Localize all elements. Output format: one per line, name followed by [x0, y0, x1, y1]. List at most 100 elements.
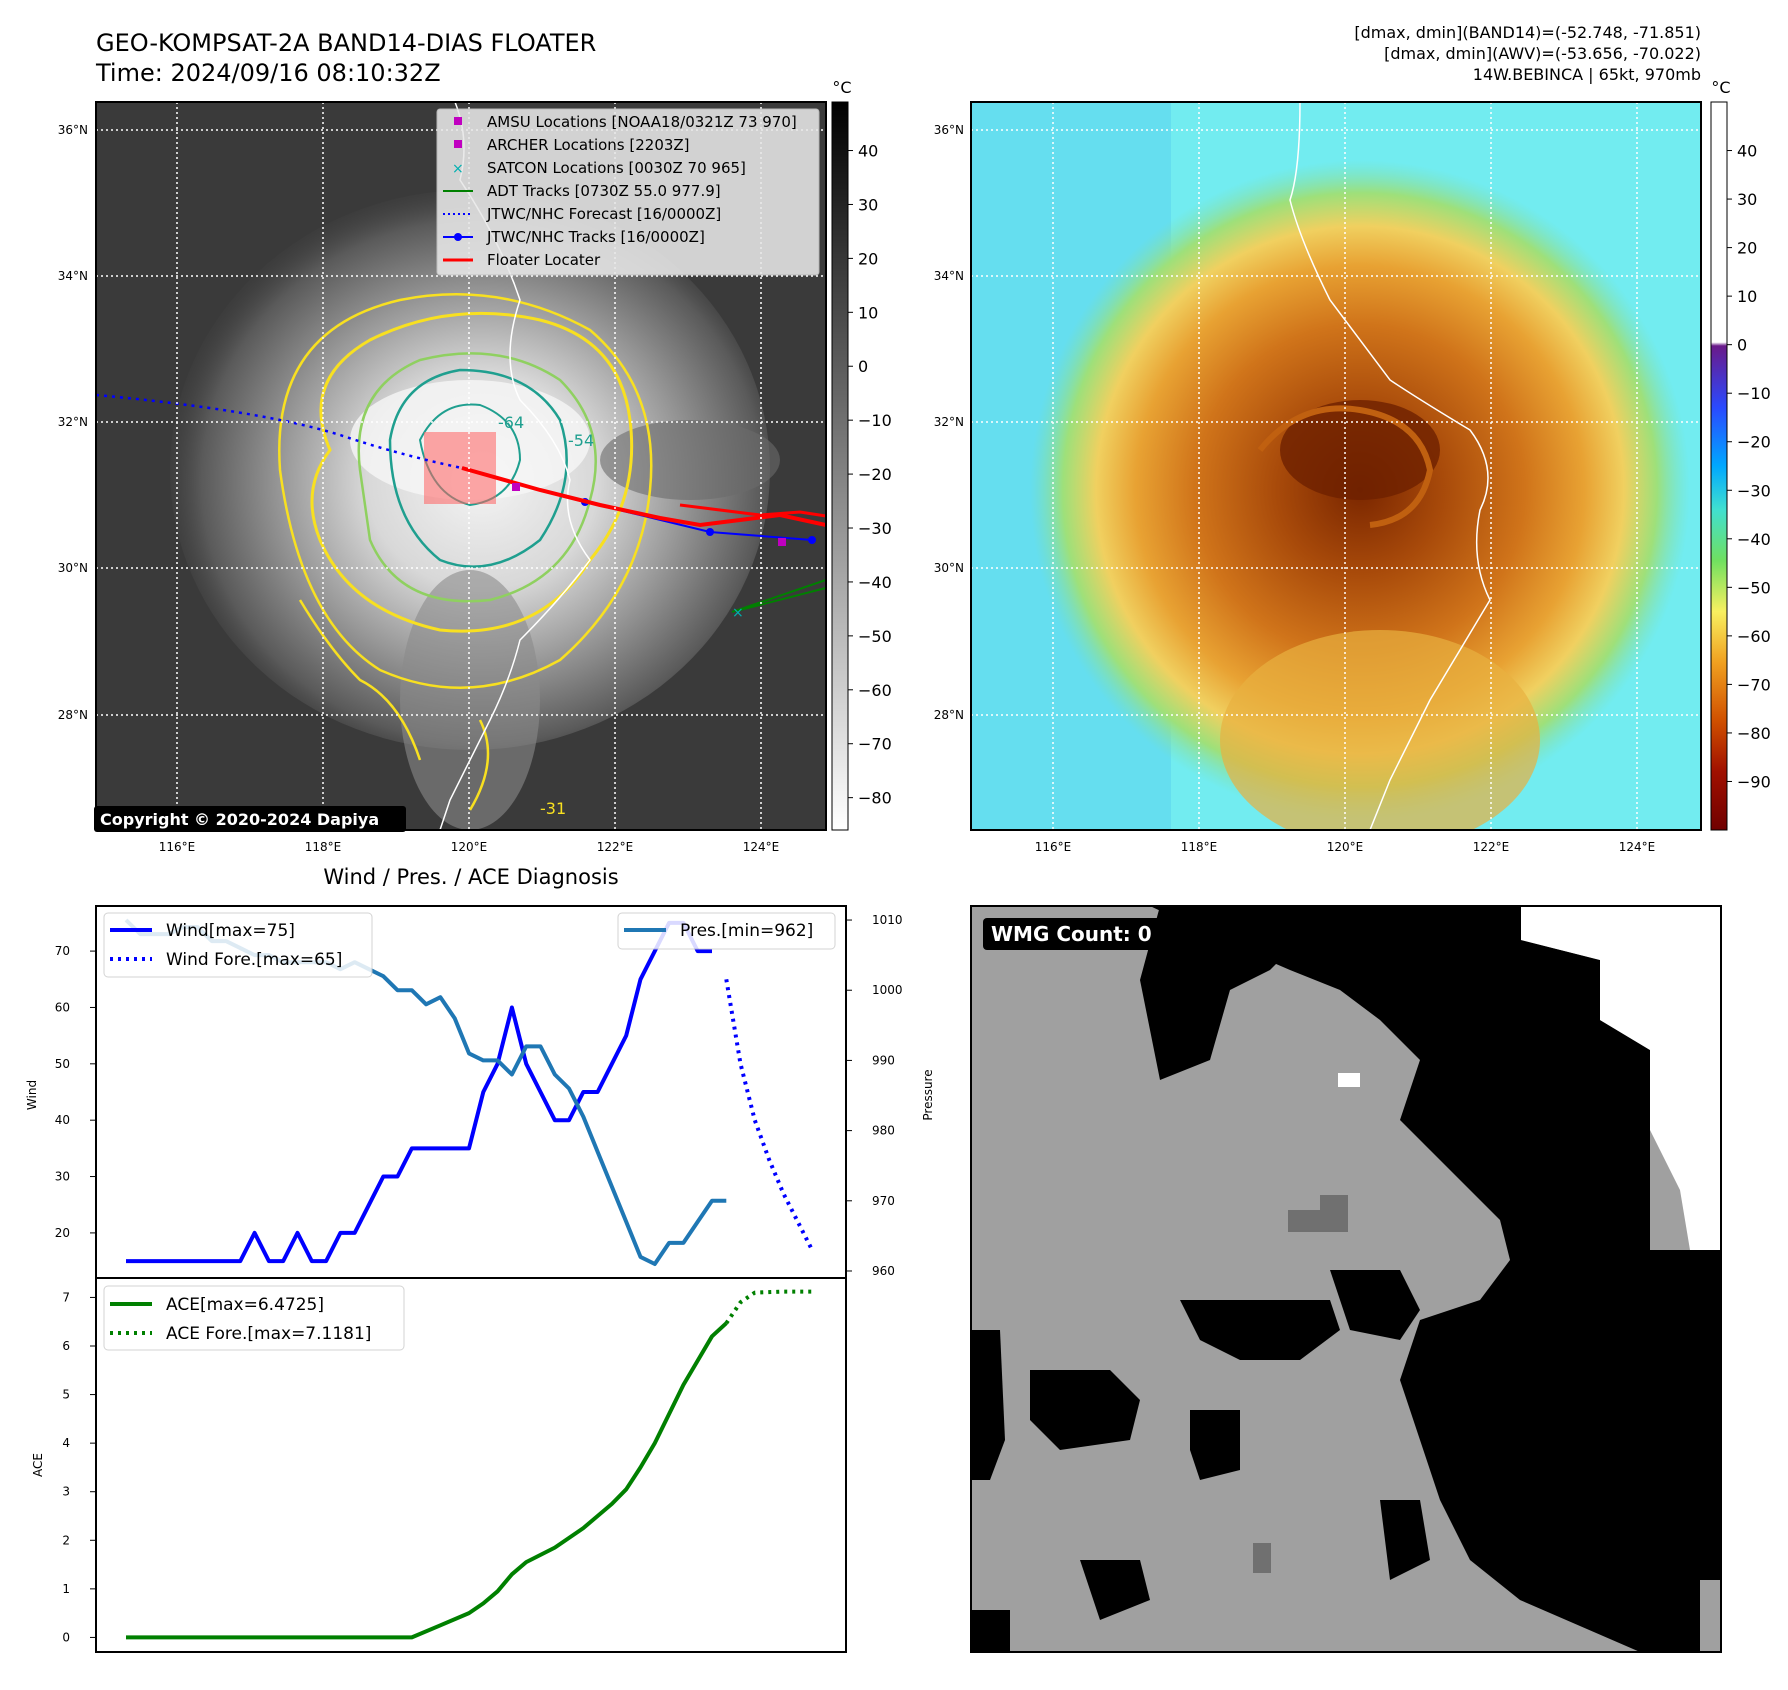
colorbar-awv-unit: °C — [1711, 78, 1730, 97]
colorbar-ir-label: −40 — [858, 573, 892, 592]
legend-amsu: AMSU Locations [NOAA18/0321Z 73 970] — [487, 113, 797, 131]
wind-legend: Wind[max=75] Wind Fore.[max=65] — [103, 912, 373, 978]
colorbar-ir-label: 0 — [858, 357, 868, 376]
colorbar-awv-label: 10 — [1737, 287, 1757, 306]
legend-ace-fore: ACE Fore.[max=7.1181] — [166, 1324, 371, 1344]
ytick-label: 3 — [62, 1485, 70, 1499]
contour-label: -31 — [540, 799, 566, 818]
ytick-label: 6 — [62, 1339, 70, 1353]
colorbar-awv: °C 40 30 20 10 0 −10 −20 −30 −40 −50 −60 −70 −80 −90 — [1710, 78, 1771, 831]
ytick-label: 0 — [62, 1630, 70, 1644]
colorbar-ir-label: −80 — [858, 789, 892, 808]
colorbar-awv-label: −80 — [1737, 724, 1771, 743]
lat-tick-ir: 36°N — [58, 123, 88, 137]
colorbar-awv-label: −20 — [1737, 433, 1771, 452]
ytick-label: 5 — [62, 1388, 70, 1402]
pressure-legend: Pres.[min=962] — [617, 912, 836, 950]
colorbar-ir-label: −20 — [858, 465, 892, 484]
lat-tick-awv: 34°N — [934, 269, 964, 283]
map-legend: AMSU Locations [NOAA18/0321Z 73 970] ARC… — [436, 108, 820, 276]
lat-tick-awv: 28°N — [934, 708, 964, 722]
ytick2-label: 990 — [872, 1053, 895, 1067]
ytick2-label: 960 — [872, 1264, 895, 1278]
legend-ace: ACE[max=6.4725] — [166, 1295, 324, 1315]
legend-adt: ADT Tracks [0730Z 55.0 977.9] — [487, 182, 721, 200]
colorbar-ir-label: −10 — [858, 411, 892, 430]
lon-tick-awv: 116°E — [1035, 840, 1072, 854]
series-line-1-0 — [126, 1321, 728, 1640]
stats-awv: [dmax, dmin](AWV)=(-53.656, -70.022) — [1384, 44, 1701, 63]
lon-tick-ir: 116°E — [159, 840, 196, 854]
ace-ylabel: ACE — [31, 1453, 45, 1477]
legend-pressure: Pres.[min=962] — [680, 921, 813, 941]
lon-tick-awv: 124°E — [1619, 840, 1656, 854]
legend-tracks: JTWC/NHC Tracks [16/0000Z] — [486, 228, 705, 246]
ir-map-panel: × -64 -54 -31 AMSU Locat — [94, 101, 827, 832]
map-ticks: 36°N 34°N 32°N 30°N 28°N 116°E 118°E 120… — [58, 123, 1656, 854]
ytick-label: 60 — [55, 1000, 70, 1014]
lat-tick-awv: 30°N — [934, 561, 964, 575]
storm-info: 14W.BEBINCA | 65kt, 970mb — [1473, 65, 1701, 84]
svg-text:×: × — [732, 605, 744, 621]
colorbar-ir-label: −60 — [858, 681, 892, 700]
colorbar-ir-label: 30 — [858, 195, 878, 214]
awv-map-panel — [970, 101, 1702, 831]
lat-tick-ir: 30°N — [58, 561, 88, 575]
colorbar-awv-label: −70 — [1737, 675, 1771, 694]
colorbar-ir-unit: °C — [832, 78, 851, 97]
contour-label: -64 — [498, 413, 524, 432]
legend-floater: Floater Locater — [487, 251, 601, 269]
legend-forecast: JTWC/NHC Forecast [16/0000Z] — [486, 205, 721, 223]
ytick-label: 2 — [62, 1533, 70, 1547]
lon-tick-awv: 122°E — [1473, 840, 1510, 854]
diagnosis-title: Wind / Pres. / ACE Diagnosis — [323, 865, 618, 889]
legend-wind-fore: Wind Fore.[max=65] — [166, 950, 342, 970]
legend-wind: Wind[max=75] — [166, 921, 295, 941]
series-line-0-1 — [724, 978, 814, 1251]
ytick-label: 4 — [62, 1436, 70, 1450]
colorbar-awv-label: −10 — [1737, 384, 1771, 403]
wmg-count: WMG Count: 0 — [991, 922, 1152, 946]
lon-tick-awv: 120°E — [1327, 840, 1364, 854]
lat-tick-ir: 32°N — [58, 415, 88, 429]
ytick-label: 7 — [62, 1290, 70, 1304]
ytick-label: 30 — [55, 1170, 70, 1184]
ytick-label: 70 — [55, 944, 70, 958]
figure-title: GEO-KOMPSAT-2A BAND14-DIAS FLOATER — [96, 29, 596, 57]
lat-tick-awv: 32°N — [934, 415, 964, 429]
lon-tick-awv: 118°E — [1181, 840, 1218, 854]
ace-legend: ACE[max=6.4725] ACE Fore.[max=7.1181] — [103, 1285, 405, 1351]
contour-label: -54 — [568, 431, 594, 450]
colorbar-awv-label: −90 — [1737, 772, 1771, 791]
wind-pressure-chart: 20 30 40 50 60 70 960 970 980 990 1000 1010 Wind Pr… — [25, 905, 935, 1279]
colorbar-awv-label: −50 — [1737, 578, 1771, 597]
colorbar-ir-label: 10 — [858, 303, 878, 322]
ytick2-label: 1010 — [872, 913, 903, 927]
colorbar-awv-label: 40 — [1737, 142, 1757, 161]
ytick2-label: 1000 — [872, 983, 903, 997]
lon-tick-ir: 120°E — [451, 840, 488, 854]
series-line-1-1 — [724, 1289, 812, 1325]
pressure-ylabel: Pressure — [921, 1069, 935, 1120]
wmg-panel: WMG Count: 0 — [970, 905, 1722, 1653]
colorbar-ir-label: 40 — [858, 142, 878, 161]
lat-tick-ir: 34°N — [58, 269, 88, 283]
ytick-label: 50 — [55, 1057, 70, 1071]
lon-tick-ir: 122°E — [597, 840, 634, 854]
colorbar-awv-label: 20 — [1737, 239, 1757, 258]
stats-band14: [dmax, dmin](BAND14)=(-52.748, -71.851) — [1354, 23, 1701, 42]
wind-ylabel: Wind — [25, 1080, 39, 1110]
ytick2-label: 980 — [872, 1124, 895, 1138]
colorbar-ir-label: 20 — [858, 249, 878, 268]
colorbar-ir-label: −30 — [858, 519, 892, 538]
colorbar-awv-label: 30 — [1737, 190, 1757, 209]
ace-chart: 0 1 2 3 4 5 6 7 ACE ACE[max=6.4725] ACE Fore.[m… — [31, 1277, 847, 1653]
ytick-label: 40 — [55, 1113, 70, 1127]
legend-satcon: SATCON Locations [0030Z 70 965] — [487, 159, 746, 177]
ytick-label: 20 — [55, 1226, 70, 1240]
lon-tick-ir: 124°E — [743, 840, 780, 854]
copyright: Copyright © 2020-2024 Dapiya — [100, 810, 379, 829]
colorbar-awv-label: −40 — [1737, 530, 1771, 549]
colorbar-awv-label: 0 — [1737, 336, 1747, 355]
